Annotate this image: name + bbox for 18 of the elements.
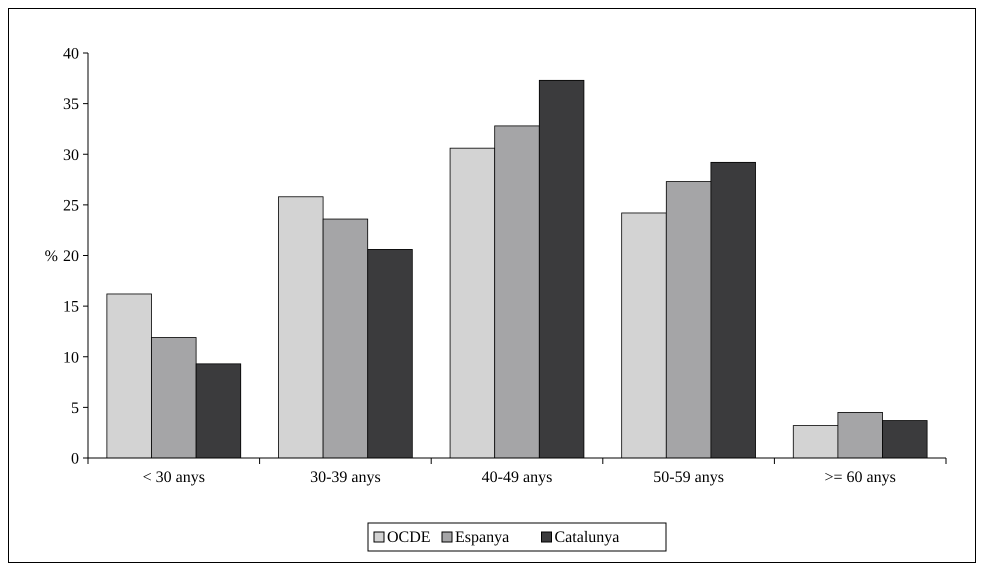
y-tick-label: 35 — [63, 96, 79, 114]
y-tick-label: 20 — [63, 248, 79, 266]
legend-label: Catalunya — [554, 529, 620, 546]
x-tick-label: 40-49 anys — [482, 469, 552, 486]
x-tick-label: < 30 anys — [142, 469, 205, 486]
x-tick-label: >= 60 anys — [824, 469, 896, 486]
y-tick-label: 40 — [63, 46, 79, 63]
legend-label: OCDE — [387, 529, 431, 546]
legend-label: Espanya — [455, 529, 510, 546]
x-tick-label: 30-39 anys — [310, 469, 381, 486]
y-tick-label: 15 — [63, 298, 79, 316]
x-tick-label: 50-59 anys — [653, 469, 724, 486]
y-tick-label: 0 — [71, 450, 79, 468]
y-tick-label: 10 — [63, 349, 79, 366]
y-axis-title: % — [44, 248, 58, 266]
y-tick-label: 25 — [63, 197, 79, 214]
y-tick-label: 5 — [71, 400, 79, 417]
y-tick-label: 30 — [63, 146, 79, 164]
